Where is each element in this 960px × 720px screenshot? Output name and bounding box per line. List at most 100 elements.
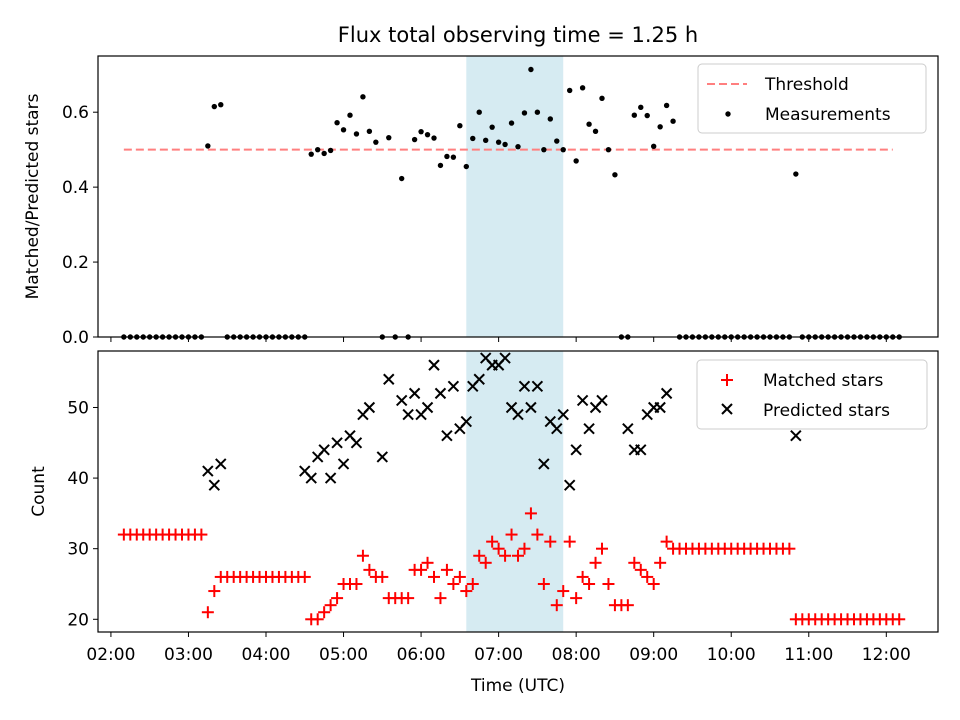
matched-star-marker xyxy=(621,599,634,612)
matched-star-marker xyxy=(447,577,460,590)
measurement-point xyxy=(398,175,405,182)
measurement-point xyxy=(573,158,579,164)
predicted-star-marker xyxy=(635,444,647,456)
measurement-point xyxy=(411,136,418,143)
y-tick-label: 0.6 xyxy=(62,103,89,123)
predicted-star-marker xyxy=(202,465,214,477)
matched-star-marker xyxy=(479,556,492,569)
measurement-point xyxy=(450,154,457,160)
measurement-point xyxy=(612,172,618,178)
matched-star-marker xyxy=(783,542,796,555)
matched-star-marker xyxy=(647,577,660,590)
measurement-point xyxy=(418,128,424,135)
measurement-point xyxy=(205,143,211,149)
matched-star-marker xyxy=(331,592,344,605)
predicted-star-marker xyxy=(583,422,595,435)
matched-star-marker xyxy=(460,585,473,598)
matched-star-marker xyxy=(208,585,221,598)
matched-star-marker xyxy=(544,535,557,548)
measurement-point xyxy=(605,146,612,153)
predicted-star-marker xyxy=(318,444,330,456)
matched-star-marker xyxy=(596,542,608,555)
matched-star-marker xyxy=(576,570,589,583)
predicted-star-marker xyxy=(518,380,531,393)
x-tick-label: 05:00 xyxy=(319,645,368,665)
measurement-point xyxy=(218,102,224,108)
matched-star-marker xyxy=(363,563,376,576)
measurement-point xyxy=(670,118,676,124)
top-axes-frame xyxy=(97,55,939,338)
y-tick-label: 0.4 xyxy=(62,178,89,198)
matched-star-marker xyxy=(356,549,369,562)
matched-star-marker xyxy=(415,563,428,576)
measurement-point xyxy=(554,138,560,144)
x-tick-label: 11:00 xyxy=(784,645,833,665)
matched-star-marker xyxy=(298,570,311,583)
measurement-point xyxy=(657,124,663,130)
measurement-point xyxy=(638,104,644,111)
measurement-point xyxy=(314,146,321,153)
x-tick-label: 12:00 xyxy=(862,645,911,665)
predicted-star-marker xyxy=(447,380,460,393)
matched-star-marker xyxy=(402,592,415,605)
legend-threshold-label: Threshold xyxy=(764,75,849,95)
measurement-point xyxy=(508,120,515,126)
measurement-point xyxy=(334,119,340,126)
predicted-star-marker xyxy=(421,401,434,414)
ratio-panel: 0.0 0.2 0.4 0.6 Matched/Predicted stars xyxy=(23,55,939,348)
predicted-star-marker xyxy=(538,458,550,470)
x-tick-label: 08:00 xyxy=(552,645,601,665)
matched-star-marker xyxy=(524,507,537,520)
measurement-point xyxy=(663,102,670,109)
matched-star-marker xyxy=(563,535,576,548)
bottom-y-axis: 20 30 40 50 xyxy=(67,398,98,630)
matched-star-marker xyxy=(466,577,479,590)
predicted-star-marker xyxy=(654,401,666,414)
predicted-star-marker xyxy=(363,401,376,414)
measurement-point xyxy=(579,85,586,91)
predicted-star-marker xyxy=(350,437,363,449)
x-tick-label: 02:00 xyxy=(86,645,135,665)
matched-star-marker xyxy=(311,613,324,626)
predicted-star-marker xyxy=(531,380,544,393)
measurement-point xyxy=(347,112,353,118)
matched-star-marker xyxy=(634,563,647,576)
measurement-point xyxy=(592,128,599,135)
legend-measurements-label: Measurements xyxy=(765,105,891,125)
measurement-point xyxy=(521,110,528,116)
matched-star-marker xyxy=(531,528,544,541)
matched-star-marker xyxy=(557,585,570,598)
predicted-star-marker xyxy=(512,408,524,421)
observing-window-top xyxy=(466,56,564,337)
measurement-point xyxy=(366,128,373,135)
x-tick-label: 07:00 xyxy=(474,645,523,665)
matched-star-marker xyxy=(376,570,389,583)
measurement-point xyxy=(360,94,366,100)
measurement-point xyxy=(482,137,489,143)
predicted-star-marker xyxy=(660,387,673,400)
measurement-point xyxy=(547,116,554,122)
predicted-star-marker xyxy=(208,479,221,491)
measurement-point xyxy=(424,131,431,138)
predicted-star-marker xyxy=(525,401,537,414)
observing-window-bottom xyxy=(466,351,564,632)
predicted-star-marker xyxy=(563,479,576,491)
predicted-star-marker xyxy=(305,472,317,484)
measurement-point xyxy=(560,146,566,153)
y-tick-label: 0.2 xyxy=(62,253,89,273)
measurement-point xyxy=(353,131,360,137)
measurement-point xyxy=(489,124,495,130)
measurement-point xyxy=(470,135,476,142)
measurement-point xyxy=(444,153,450,160)
predicted-star-marker xyxy=(570,444,582,456)
top-legend: Threshold Measurements xyxy=(697,63,927,134)
predicted-star-marker xyxy=(551,422,563,435)
measurement-point xyxy=(463,163,470,170)
measurement-point xyxy=(211,103,218,110)
measurement-point xyxy=(457,122,463,129)
x-tick-label: 06:00 xyxy=(397,645,446,665)
bottom-x-axis: 02:00 03:00 04:00 05:00 06:00 07:00 08:00 09:00… xyxy=(86,632,911,665)
matched-star-marker xyxy=(583,577,596,590)
top-x-ticks xyxy=(110,337,887,342)
bottom-axes-frame xyxy=(97,350,939,633)
